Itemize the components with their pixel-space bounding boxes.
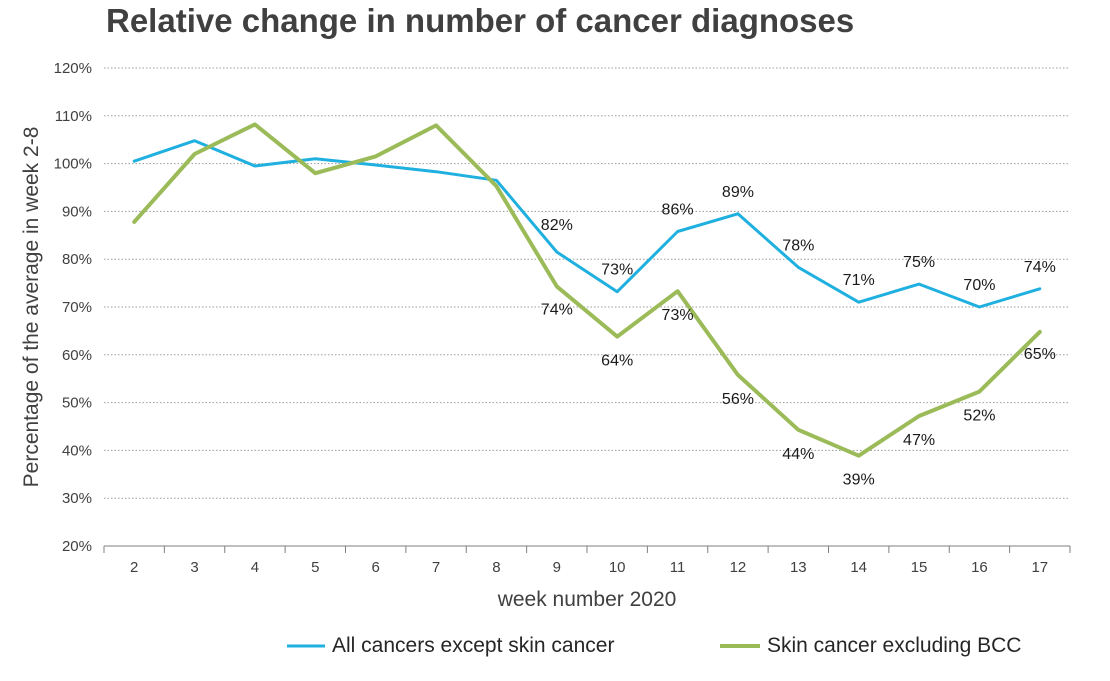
x-tick-label: 3 (190, 559, 198, 576)
data-label: 73% (662, 307, 694, 324)
data-label: 82% (541, 217, 573, 234)
x-tick-label: 5 (311, 559, 319, 576)
x-tick-label: 6 (372, 559, 380, 576)
y-tick-label: 70% (62, 299, 92, 316)
data-label: 56% (722, 391, 754, 408)
x-tick-label: 12 (730, 559, 747, 576)
x-tick-label: 13 (790, 559, 807, 576)
x-tick-label: 7 (432, 559, 440, 576)
x-tick-label: 10 (609, 559, 626, 576)
y-tick-label: 110% (55, 108, 92, 125)
series-lines (132, 122, 1042, 458)
data-label: 75% (903, 254, 935, 271)
chart-title: Relative change in number of cancer diag… (106, 2, 855, 39)
legend-label: Skin cancer excluding BCC (767, 634, 1021, 657)
y-tick-label: 80% (62, 251, 92, 268)
x-tick-label: 2 (130, 559, 138, 576)
legend: All cancers except skin cancer Skin cance… (287, 634, 1021, 657)
x-axis-title: week number 2020 (497, 588, 677, 611)
y-tick-label: 120% (54, 60, 92, 77)
data-label: 52% (963, 408, 995, 425)
series-line-2 (132, 122, 1042, 458)
y-tick-label: 100% (54, 156, 92, 173)
y-tick-label: 40% (62, 442, 92, 459)
y-axis-title: Percentage of the average in week 2-8 (20, 127, 43, 488)
data-label: 73% (601, 262, 633, 279)
legend-label: All cancers except skin cancer (332, 634, 614, 657)
data-label: 71% (843, 272, 875, 289)
y-axis-ticks: 20% 30% 40% 50% 60% 70% 80% 90% 100% 110% 120% (54, 60, 92, 555)
data-label: 64% (601, 353, 633, 370)
data-label: 44% (782, 446, 814, 463)
y-tick-label: 30% (62, 490, 92, 507)
data-label: 65% (1024, 346, 1056, 363)
series-line-1 (132, 139, 1042, 309)
x-tick-label: 8 (492, 559, 500, 576)
x-tick-label: 9 (553, 559, 561, 576)
data-label: 74% (1024, 259, 1056, 276)
y-tick-label: 90% (62, 203, 92, 220)
x-tick-label: 14 (850, 559, 867, 576)
y-tick-label: 20% (62, 538, 92, 555)
data-label: 74% (541, 301, 573, 318)
y-tick-label: 60% (62, 347, 92, 364)
x-tick-label: 17 (1031, 559, 1048, 576)
data-label: 78% (782, 237, 814, 254)
data-labels: 82% 73% 86% 89% 78% 71% 75% 70% 74% 74% 64% 73% 56% 4… (541, 184, 1056, 489)
x-tick-label: 11 (670, 559, 686, 576)
x-tick-label: 4 (251, 559, 259, 576)
x-axis: 2 3 4 5 6 7 8 9 10 11 12 13 14 15 16 17 (103, 545, 1071, 576)
data-label: 39% (843, 472, 875, 489)
x-tick-label: 16 (971, 559, 988, 576)
data-label: 47% (903, 432, 935, 449)
data-label: 70% (963, 277, 995, 294)
y-tick-label: 50% (62, 395, 92, 412)
data-label: 86% (662, 201, 694, 218)
data-label: 89% (722, 184, 754, 201)
x-tick-label: 15 (911, 559, 928, 576)
